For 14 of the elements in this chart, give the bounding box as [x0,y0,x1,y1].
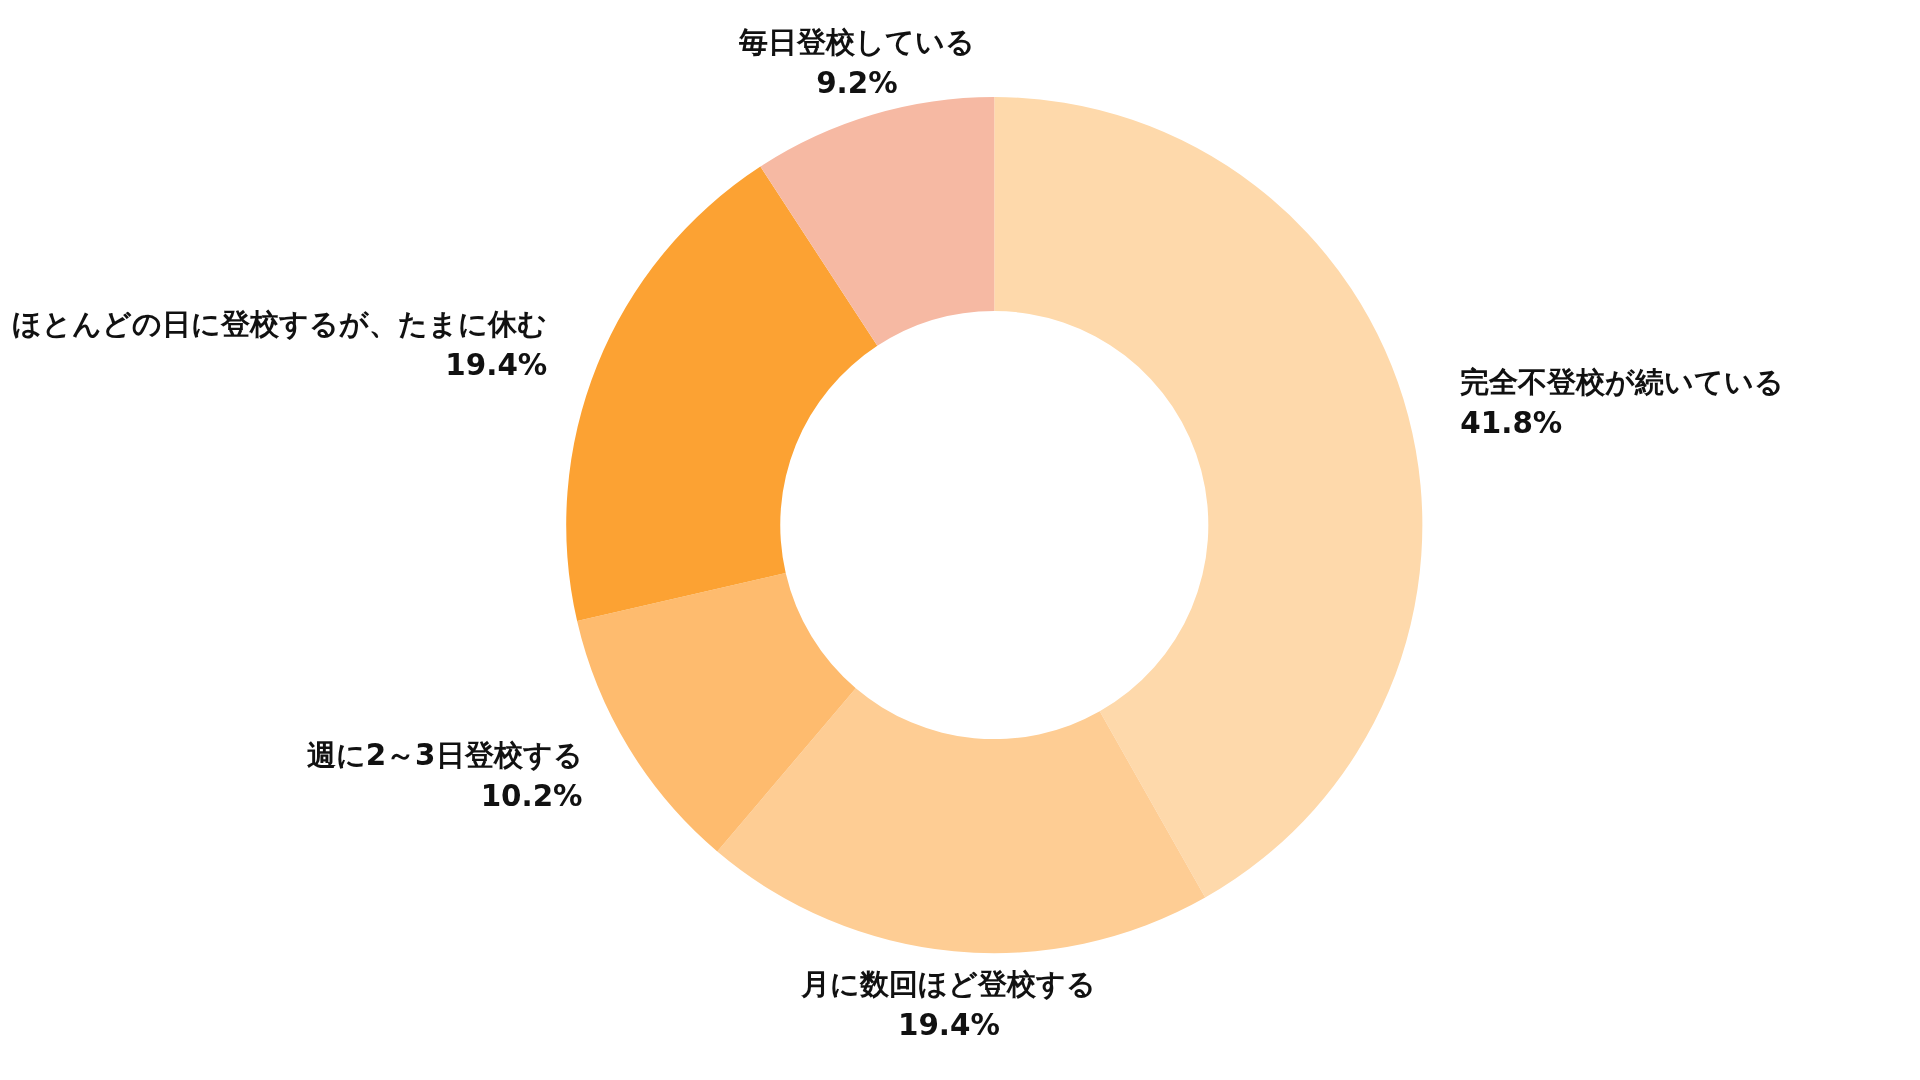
data-label: 9.2% [816,66,898,101]
data-label: 19.4% [897,1008,1000,1043]
slice-label: 毎日登校している [737,25,975,60]
slice-label: 月に数回ほど登校する [800,967,1097,1002]
donut-slice [760,96,995,346]
data-label: 10.2% [480,778,583,813]
data-label: 19.4% [445,348,548,383]
slice-label: 週に2～3日登校する [306,737,583,772]
data-label: 41.8% [1460,405,1563,440]
donut-slice [717,688,1206,953]
slice-label: 完全不登校が続いている [1460,364,1785,399]
donut-slice [566,166,878,622]
slice-label: ほとんどの日に登校するが、たまに休む [12,307,548,342]
donut-slice [994,96,1422,898]
